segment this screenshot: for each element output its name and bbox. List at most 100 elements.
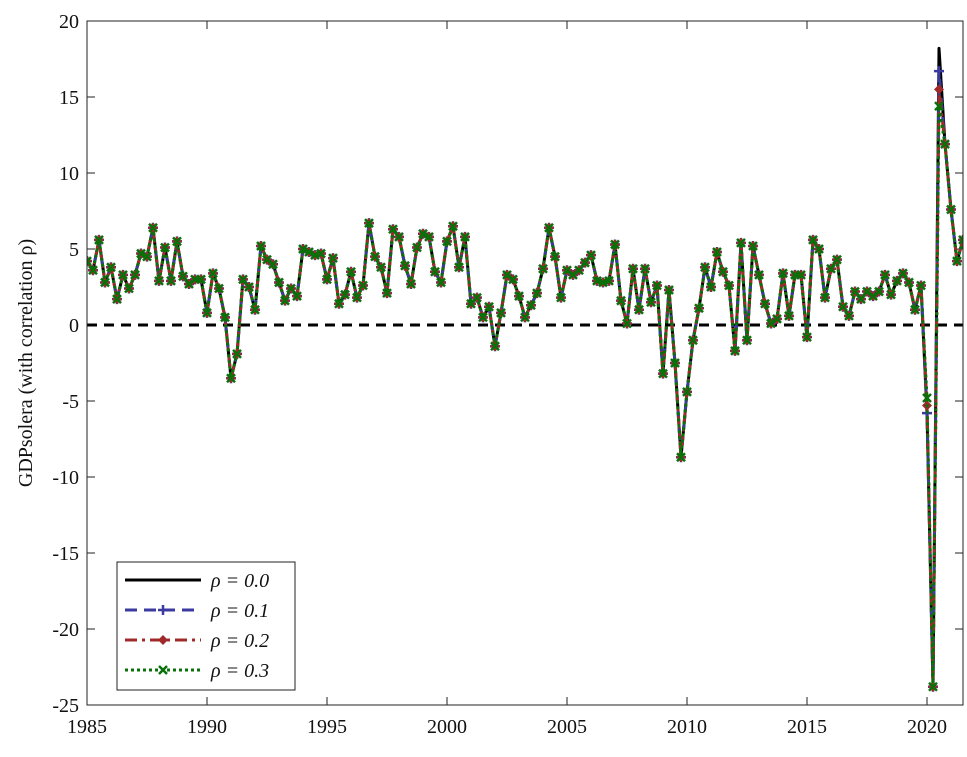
marker (826, 263, 836, 274)
y-tick-label: 5 (69, 239, 79, 261)
y-tick-label: 10 (59, 163, 79, 185)
marker (538, 263, 548, 274)
marker (484, 301, 494, 312)
y-tick-label: -20 (52, 619, 79, 641)
marker (508, 274, 518, 285)
marker (820, 292, 830, 303)
marker (208, 268, 218, 279)
marker (856, 294, 866, 305)
legend-box (116, 561, 296, 691)
marker (178, 271, 188, 282)
marker (664, 285, 674, 295)
marker (346, 266, 356, 277)
marker (154, 276, 164, 286)
marker (340, 289, 350, 300)
x-tick-label: 2000 (427, 716, 467, 738)
marker (436, 277, 446, 288)
marker (658, 368, 668, 379)
marker (622, 318, 632, 329)
marker (112, 294, 122, 305)
marker (250, 304, 260, 315)
marker (814, 244, 824, 254)
marker (544, 222, 554, 233)
marker (676, 452, 686, 463)
marker (934, 66, 944, 77)
marker (628, 263, 638, 274)
marker (424, 231, 434, 242)
marker (298, 244, 308, 254)
y-tick-label: 15 (59, 87, 79, 109)
marker (244, 282, 254, 292)
marker (442, 236, 452, 247)
marker (574, 265, 584, 276)
x-tick-label: 2010 (667, 716, 707, 738)
marker (772, 314, 782, 324)
marker (220, 312, 230, 323)
marker (490, 341, 500, 352)
marker (256, 241, 266, 251)
marker (514, 291, 524, 302)
marker (172, 236, 182, 247)
marker (238, 274, 248, 285)
marker (274, 277, 284, 288)
marker (196, 274, 206, 285)
marker (130, 269, 140, 280)
marker (916, 280, 926, 291)
marker (460, 231, 470, 242)
x-tick-label: 2020 (907, 716, 947, 738)
marker (904, 277, 914, 288)
marker (838, 301, 848, 312)
marker (406, 279, 416, 289)
y-tick-label: -25 (52, 695, 79, 717)
y-tick-label: 20 (59, 11, 79, 33)
x-tick-label: 1985 (67, 716, 107, 738)
marker (214, 283, 224, 294)
marker (850, 286, 860, 297)
marker (646, 297, 656, 308)
marker (87, 256, 92, 267)
marker (934, 84, 944, 95)
marker (226, 373, 236, 384)
marker (940, 139, 950, 150)
y-tick-label: -5 (62, 391, 79, 413)
marker (928, 681, 938, 692)
marker (532, 288, 542, 298)
marker (712, 247, 722, 257)
legend-marker (158, 635, 168, 645)
marker (808, 234, 818, 245)
marker (526, 300, 536, 311)
marker (352, 292, 362, 303)
marker (730, 345, 740, 356)
plot-area (87, 46, 963, 692)
marker (94, 234, 104, 245)
marker (292, 291, 302, 302)
x-tick-label: 2005 (547, 716, 587, 738)
marker (952, 256, 962, 267)
marker (736, 238, 746, 248)
marker (316, 248, 326, 259)
marker (844, 310, 854, 321)
marker (202, 307, 212, 318)
marker (586, 250, 596, 260)
marker (724, 280, 734, 291)
marker (118, 269, 128, 280)
marker (880, 269, 890, 280)
marker (604, 276, 614, 286)
legend-label: ρ = 0.1 (210, 600, 269, 622)
marker (478, 312, 488, 323)
x-tick-label: 1995 (307, 716, 347, 738)
marker (700, 262, 710, 273)
marker (610, 239, 620, 250)
marker (124, 283, 134, 294)
marker (832, 254, 842, 265)
marker (670, 358, 680, 368)
marker (640, 263, 650, 274)
marker (694, 303, 704, 314)
marker (778, 268, 788, 279)
marker (718, 266, 728, 277)
marker (166, 276, 176, 286)
marker (370, 251, 380, 262)
marker (142, 251, 152, 262)
marker (328, 253, 338, 264)
